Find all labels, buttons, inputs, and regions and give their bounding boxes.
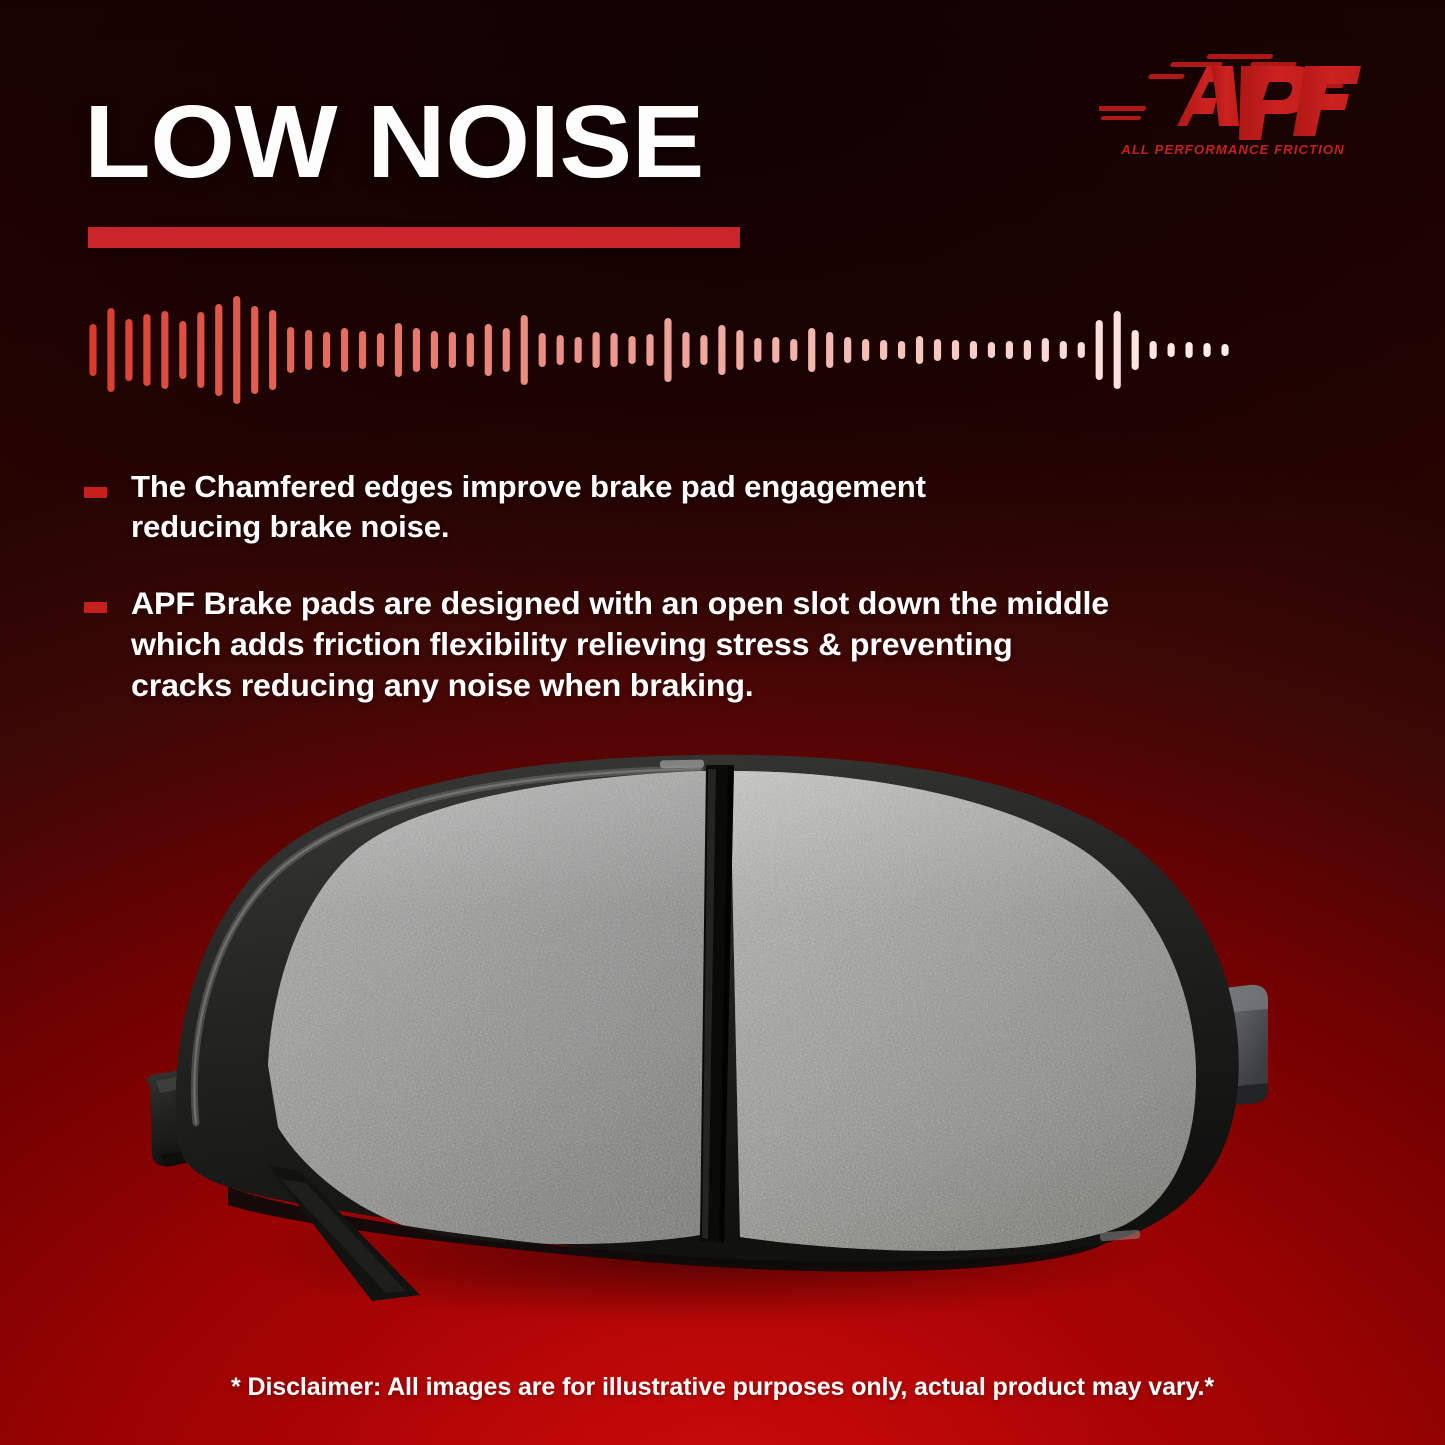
- waveform-bar: [826, 332, 834, 368]
- apf-speed-logo: [1099, 54, 1361, 140]
- bullet-dash-icon: [84, 487, 107, 498]
- waveform-bar: [394, 323, 403, 377]
- logo-tagline: ALL PERFORMANCE FRICTION: [1121, 142, 1345, 157]
- waveform-bar: [790, 339, 798, 361]
- waveform-bar: [1167, 343, 1175, 357]
- waveform-bar: [161, 311, 169, 389]
- waveform-bar: [844, 337, 852, 363]
- center-slot: [700, 765, 734, 1243]
- waveform-bar: [484, 324, 492, 376]
- waveform-bar: [610, 333, 618, 367]
- waveform-bar: [197, 312, 205, 388]
- waveform-bar: [592, 332, 600, 368]
- waveform-bar: [574, 337, 582, 363]
- brake-pad-photo: [147, 754, 1268, 1323]
- waveform-bar: [1221, 344, 1229, 356]
- waveform-bar: [215, 304, 223, 396]
- friction-material-left: [268, 771, 712, 1245]
- waveform-bar: [538, 333, 546, 367]
- bullet-line: cracks reducing any noise when braking.: [131, 667, 754, 704]
- waveform-bar: [664, 318, 672, 382]
- waveform-bar: [412, 328, 421, 372]
- list-item: The Chamfered edges improve brake pad en…: [84, 468, 1384, 547]
- bullet-line: The Chamfered edges improve brake pad en…: [131, 470, 926, 504]
- waveform-bar: [502, 328, 510, 372]
- waveform-bar: [89, 324, 97, 376]
- waveform-bar: [143, 314, 151, 386]
- waveform-bar: [736, 330, 744, 370]
- waveform-bar: [682, 332, 690, 368]
- bullet-dash-icon: [84, 602, 107, 614]
- bullet-text: The Chamfered edges improve brake pad en…: [131, 468, 926, 547]
- waveform-bar: [233, 296, 241, 404]
- waveform-bar: [1023, 340, 1031, 360]
- waveform-bar: [987, 342, 996, 358]
- disclaimer-text: * Disclaimer: All images are for illustr…: [231, 1373, 1214, 1401]
- waveform-bar: [808, 328, 816, 372]
- waveform-bar: [1131, 330, 1139, 370]
- waveform-bar: [951, 340, 960, 360]
- apf-logo: ALL PERFORMANCE FRICTION: [1099, 44, 1367, 170]
- waveform-bar: [754, 338, 762, 362]
- waveform-bar: [305, 330, 313, 370]
- waveform-bar: [646, 334, 654, 366]
- waveform-bar: [358, 331, 367, 369]
- waveform-bar: [430, 331, 438, 369]
- waveform-bar: [897, 341, 906, 359]
- waveform-bar: [340, 328, 349, 372]
- waveform-bar: [376, 333, 385, 367]
- waveform-bar: [287, 327, 295, 373]
- waveform-bar: [179, 321, 187, 379]
- waveform-bar: [322, 332, 331, 368]
- waveform-bar: [251, 306, 259, 394]
- waveform-bar: [269, 310, 277, 390]
- list-item: APF Brake pads are designed with an open…: [84, 583, 1384, 706]
- waveform-bar: [933, 339, 942, 361]
- bullet-line: which adds friction flexibility relievin…: [131, 626, 1013, 663]
- waveform-bar: [969, 341, 978, 359]
- waveform-bar: [772, 337, 780, 363]
- pad-bottom-rim: [228, 1187, 1106, 1272]
- bullet-line: reducing brake noise.: [131, 509, 450, 544]
- waveform-bar: [1005, 341, 1013, 359]
- feature-bullet-list: The Chamfered edges improve brake pad en…: [84, 468, 1384, 742]
- friction-material-right: [730, 771, 1196, 1251]
- waveform-bar: [556, 335, 564, 365]
- waveform-bar: [1149, 341, 1157, 359]
- waveform-bar: [1203, 343, 1211, 357]
- waveform-bar: [107, 308, 115, 392]
- waveform-bar: [700, 335, 708, 365]
- waveform-bar: [862, 339, 870, 361]
- waveform-bar: [718, 325, 726, 375]
- waveform-bar: [1077, 342, 1085, 358]
- audio-waveform-icon: [89, 296, 1229, 404]
- waveform-bar: [1113, 311, 1121, 389]
- waveform-bar: [448, 332, 456, 368]
- waveform-bar: [125, 319, 133, 381]
- wear-indicator-nubs: [659, 759, 1141, 1242]
- waveform-bar: [915, 336, 924, 364]
- waveform-bar: [466, 333, 474, 367]
- waveform-bar: [1095, 320, 1103, 380]
- bullet-line: APF Brake pads are designed with an open…: [131, 585, 1109, 622]
- waveform-bar: [1059, 341, 1067, 359]
- bullet-text: APF Brake pads are designed with an open…: [131, 583, 1109, 706]
- chamfer-highlight: [190, 765, 704, 1127]
- waveform-bar: [1041, 338, 1049, 362]
- waveform-bar: [880, 340, 888, 360]
- waveform-bar: [628, 336, 636, 364]
- title-accent-rule: [88, 227, 740, 248]
- page-title: LOW NOISE: [84, 84, 705, 199]
- waveform-bar: [520, 315, 528, 385]
- waveform-bar: [1185, 342, 1193, 358]
